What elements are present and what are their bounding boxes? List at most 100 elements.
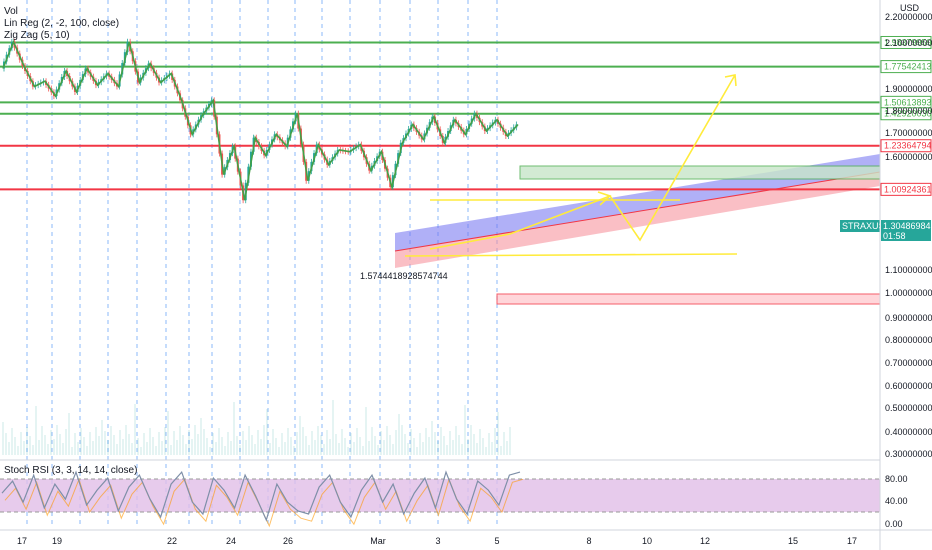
volume-bar: [425, 428, 427, 455]
time-tick: 10: [642, 536, 652, 546]
volume-bar: [485, 447, 487, 455]
volume-bar: [308, 445, 310, 455]
time-tick: 26: [283, 536, 293, 546]
volume-bar: [14, 437, 16, 455]
volume-bar: [233, 402, 235, 455]
time-tick: 19: [52, 536, 62, 546]
volume-bar: [488, 433, 490, 455]
volume-bar: [335, 434, 337, 455]
price-tick: 1.10000000: [885, 265, 932, 275]
volume-bar: [29, 436, 31, 455]
volume-bar: [179, 426, 181, 455]
volume-bar: [347, 447, 349, 455]
volume-bar: [464, 405, 466, 455]
volume-bar: [146, 442, 148, 455]
volume-bar: [374, 436, 376, 455]
linreg-legend[interactable]: Lin Reg (2, -2, 100, close): [4, 18, 120, 29]
volume-bar: [2, 422, 4, 455]
level-label-text: 1.00924361: [884, 184, 932, 194]
volume-bar: [305, 436, 307, 455]
volume-bar: [62, 443, 64, 455]
volume-bar: [149, 428, 151, 455]
volume-bar: [404, 434, 406, 455]
volume-bar: [293, 446, 295, 455]
volume-bar: [44, 435, 46, 455]
stoch-legend-box: Stoch RSI (3, 3, 14, 14, close): [4, 465, 137, 477]
volume-bar: [170, 445, 172, 455]
volume-bar: [422, 442, 424, 455]
volume-bar: [38, 440, 40, 455]
volume-bar: [26, 427, 28, 455]
volume-bar: [389, 435, 391, 455]
volume-bar: [473, 434, 475, 455]
volume-bar: [176, 440, 178, 455]
volume-bar: [239, 445, 241, 455]
volume-bar: [209, 447, 211, 455]
volume-bar: [167, 411, 169, 455]
volume-bar: [11, 428, 13, 455]
stoch-tick: 0.00: [885, 519, 903, 529]
volume-bar: [8, 442, 10, 455]
level-label-1: 1.77542413: [880, 60, 932, 74]
stoch-legend[interactable]: Stoch RSI (3, 3, 14, 14, close): [4, 465, 138, 476]
volume-bar: [245, 440, 247, 455]
symbol-price-box: [881, 220, 931, 241]
projection-arrowhead-2: [597, 191, 612, 206]
volume-bar: [143, 433, 145, 455]
time-tick: 24: [226, 536, 236, 546]
volume-bar: [71, 447, 73, 455]
volume-bar: [155, 446, 157, 455]
volume-bar: [434, 432, 436, 455]
volume-bar: [140, 447, 142, 455]
volume-bar: [113, 435, 115, 455]
stoch-k-line: [1, 470, 521, 522]
volume-bar: [83, 437, 85, 455]
volume-bar: [437, 441, 439, 455]
volume-bar: [413, 438, 415, 455]
time-tick: 8: [586, 536, 591, 546]
volume-bar: [68, 413, 70, 455]
volume-bar: [53, 439, 55, 455]
volume-bar: [128, 434, 130, 455]
volume-bar: [251, 435, 253, 455]
symbol-countdown: 01:58: [883, 231, 906, 241]
volume-bar: [416, 447, 418, 455]
projection-support: [404, 253, 738, 257]
volume-bar: [329, 439, 331, 455]
linreg-lower-channel: [395, 172, 880, 268]
volume-bar: [152, 437, 154, 455]
volume-bar: [173, 431, 175, 455]
volume-bar: [197, 434, 199, 455]
time-tick: 3: [435, 536, 440, 546]
price-tick: 0.70000000: [885, 358, 932, 368]
volume-bar: [134, 404, 136, 455]
level-label-4: 1.23364794: [880, 139, 932, 153]
level-label-text: 1.42920030: [884, 109, 932, 119]
volume-bar: [20, 432, 22, 455]
volume-bar: [122, 439, 124, 455]
stoch-tick: 40.00: [885, 496, 908, 506]
volume-bar: [371, 427, 373, 455]
volume-bar: [509, 427, 511, 455]
time-tick: 17: [17, 536, 27, 546]
time-tick: 5: [494, 536, 499, 546]
volume-bar: [263, 425, 265, 455]
volume-bar: [446, 445, 448, 455]
volume-bar: [470, 425, 472, 455]
volume-bar: [401, 425, 403, 455]
zigzag-legend[interactable]: Zig Zag (5, 10): [4, 30, 70, 41]
vol-legend[interactable]: Vol: [4, 6, 18, 17]
volume-bar: [50, 430, 52, 455]
currency-label: USD: [900, 3, 920, 13]
volume-bar: [377, 445, 379, 455]
volume-bar: [386, 426, 388, 455]
volume-bar: [332, 400, 334, 455]
level-label-text: 1.98379959: [884, 37, 932, 47]
price-tick: 1.60000000: [885, 152, 932, 162]
volume-bar: [380, 431, 382, 455]
volume-bar: [125, 425, 127, 455]
volume-bar: [281, 433, 283, 455]
time-tick: 22: [167, 536, 177, 546]
